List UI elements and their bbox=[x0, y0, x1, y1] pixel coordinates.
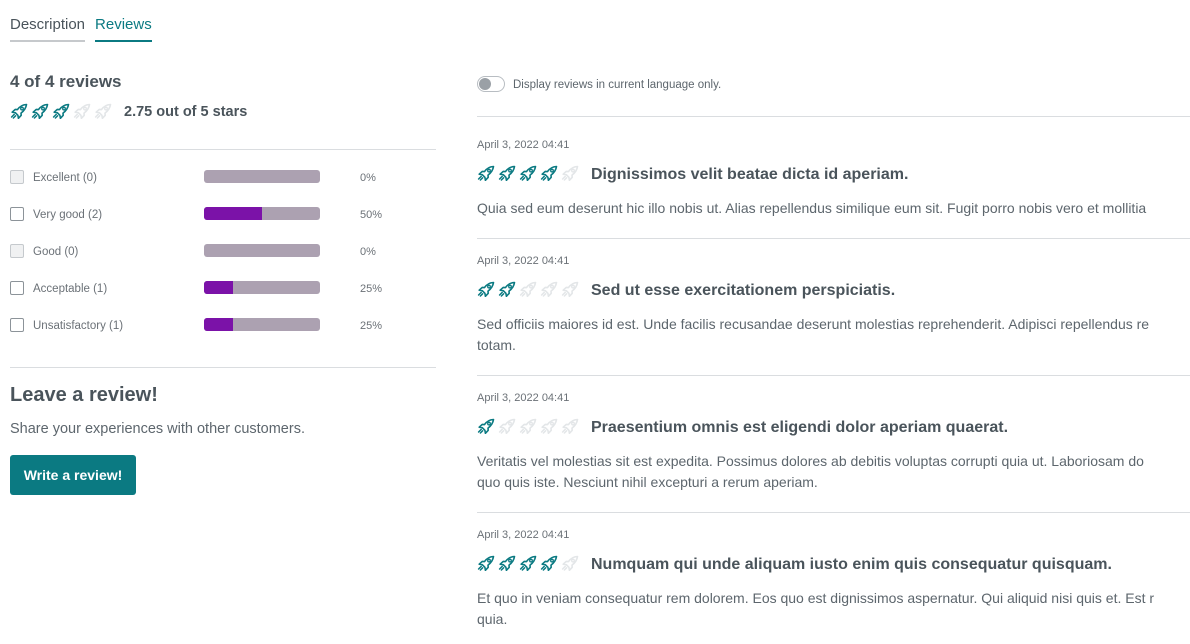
rocket-icon-filled bbox=[540, 555, 558, 571]
filter-row-very-good: Very good (2) 50% bbox=[10, 206, 430, 226]
divider bbox=[477, 375, 1190, 376]
review-body: Veritatis vel molestias sit est expedita… bbox=[477, 451, 1190, 493]
review-body: Sed officiis maiores id est. Unde facili… bbox=[477, 314, 1190, 356]
divider bbox=[477, 512, 1190, 513]
rocket-icon-filled bbox=[477, 418, 495, 434]
divider bbox=[10, 367, 436, 368]
rocket-icon-empty bbox=[73, 103, 91, 119]
review-date: April 3, 2022 04:41 bbox=[477, 139, 570, 151]
review-body: Quia sed eum deserunt hic illo nobis ut.… bbox=[477, 198, 1190, 219]
divider bbox=[477, 238, 1190, 239]
filter-label: Excellent (0) bbox=[33, 172, 97, 184]
filter-bar-fill bbox=[204, 207, 262, 220]
tab-reviews[interactable]: Reviews bbox=[95, 0, 152, 42]
divider bbox=[10, 149, 436, 150]
review-date: April 3, 2022 04:41 bbox=[477, 255, 570, 267]
review-headline: Dignissimos velit beatae dicta id aperia… bbox=[591, 166, 909, 183]
filter-percent: 0% bbox=[360, 172, 376, 184]
filter-checkbox-good[interactable] bbox=[10, 244, 24, 258]
filter-bar-fill bbox=[204, 281, 233, 294]
filter-row-good: Good (0) 0% bbox=[10, 243, 430, 263]
write-review-button[interactable]: Write a review! bbox=[10, 455, 136, 495]
divider bbox=[477, 116, 1190, 117]
leave-review-title: Leave a review! bbox=[10, 384, 158, 406]
leave-review-text: Share your experiences with other custom… bbox=[10, 421, 305, 437]
rocket-icon-empty bbox=[498, 418, 516, 434]
rocket-icon-filled bbox=[519, 165, 537, 181]
review-date: April 3, 2022 04:41 bbox=[477, 529, 570, 541]
filter-bar-fill bbox=[204, 318, 233, 331]
rocket-icon-filled bbox=[52, 103, 70, 119]
filter-label: Acceptable (1) bbox=[33, 283, 108, 295]
review-body-line: Sed officiis maiores id est. Unde facili… bbox=[477, 316, 1150, 332]
rocket-icon-empty bbox=[519, 281, 537, 297]
rocket-icon-filled bbox=[498, 281, 516, 297]
filter-row-excellent: Excellent (0) 0% bbox=[10, 169, 430, 189]
filter-checkbox-excellent[interactable] bbox=[10, 170, 24, 184]
review-rating-stars bbox=[477, 418, 579, 434]
review-headline: Praesentium omnis est eligendi dolor ape… bbox=[591, 419, 1009, 436]
summary-rating-stars bbox=[10, 103, 112, 119]
filter-row-unsatisfactory: Unsatisfactory (1) 25% bbox=[10, 317, 430, 337]
review-headline: Sed ut esse exercitationem perspiciatis. bbox=[591, 282, 896, 299]
rocket-icon-filled bbox=[498, 165, 516, 181]
review-body: Et quo in veniam consequatur rem dolorem… bbox=[477, 588, 1190, 630]
rocket-icon-empty bbox=[540, 281, 558, 297]
review-body-line: totam. bbox=[477, 337, 516, 353]
language-toggle[interactable] bbox=[477, 76, 505, 92]
review-rating-stars bbox=[477, 281, 579, 297]
filter-percent: 50% bbox=[360, 209, 383, 221]
reviews-count-title: 4 of 4 reviews bbox=[10, 72, 122, 91]
review-headline: Numquam qui unde aliquam iusto enim quis… bbox=[591, 556, 1112, 573]
rocket-icon-filled bbox=[10, 103, 28, 119]
rocket-icon-filled bbox=[498, 555, 516, 571]
review-body-line: Quia sed eum deserunt hic illo nobis ut.… bbox=[477, 200, 1147, 216]
review-body-line: Veritatis vel molestias sit est expedita… bbox=[477, 453, 1144, 469]
rocket-icon-filled bbox=[519, 555, 537, 571]
review-body-line: quia. bbox=[477, 611, 508, 627]
review-body-line: quo quis iste. Nesciunt nihil excepturi … bbox=[477, 474, 818, 490]
summary-score: 2.75 out of 5 stars bbox=[124, 104, 248, 120]
rocket-icon-empty bbox=[561, 281, 579, 297]
review-date: April 3, 2022 04:41 bbox=[477, 392, 570, 404]
review-rating-stars bbox=[477, 165, 579, 181]
rocket-icon-filled bbox=[477, 281, 495, 297]
filter-percent: 25% bbox=[360, 320, 383, 332]
product-tabs: Description Reviews bbox=[10, 0, 152, 42]
filter-checkbox-unsatisfactory[interactable] bbox=[10, 318, 24, 332]
filter-checkbox-acceptable[interactable] bbox=[10, 281, 24, 295]
review-body-line: Et quo in veniam consequatur rem dolorem… bbox=[477, 590, 1155, 606]
filter-bar bbox=[204, 170, 320, 183]
tab-description[interactable]: Description bbox=[10, 0, 86, 42]
rocket-icon-empty bbox=[561, 555, 579, 571]
filter-row-acceptable: Acceptable (1) 25% bbox=[10, 280, 430, 300]
filter-label: Unsatisfactory (1) bbox=[33, 320, 124, 332]
filter-label: Very good (2) bbox=[33, 209, 103, 221]
rocket-icon-empty bbox=[540, 418, 558, 434]
filter-bar bbox=[204, 318, 320, 331]
filter-label: Good (0) bbox=[33, 246, 79, 258]
filter-percent: 0% bbox=[360, 246, 376, 258]
language-toggle-label: Display reviews in current language only… bbox=[513, 79, 722, 91]
filter-percent: 25% bbox=[360, 283, 383, 295]
rocket-icon-filled bbox=[477, 165, 495, 181]
rocket-icon-filled bbox=[31, 103, 49, 119]
filter-bar bbox=[204, 244, 320, 257]
rocket-icon-empty bbox=[519, 418, 537, 434]
rocket-icon-empty bbox=[561, 418, 579, 434]
rocket-icon-filled bbox=[477, 555, 495, 571]
rocket-icon-filled bbox=[540, 165, 558, 181]
filter-bar bbox=[204, 281, 320, 294]
review-rating-stars bbox=[477, 555, 579, 571]
toggle-knob bbox=[479, 78, 491, 90]
filter-bar bbox=[204, 207, 320, 220]
rocket-icon-empty bbox=[561, 165, 579, 181]
filter-checkbox-very-good[interactable] bbox=[10, 207, 24, 221]
rocket-icon-empty bbox=[94, 103, 112, 119]
